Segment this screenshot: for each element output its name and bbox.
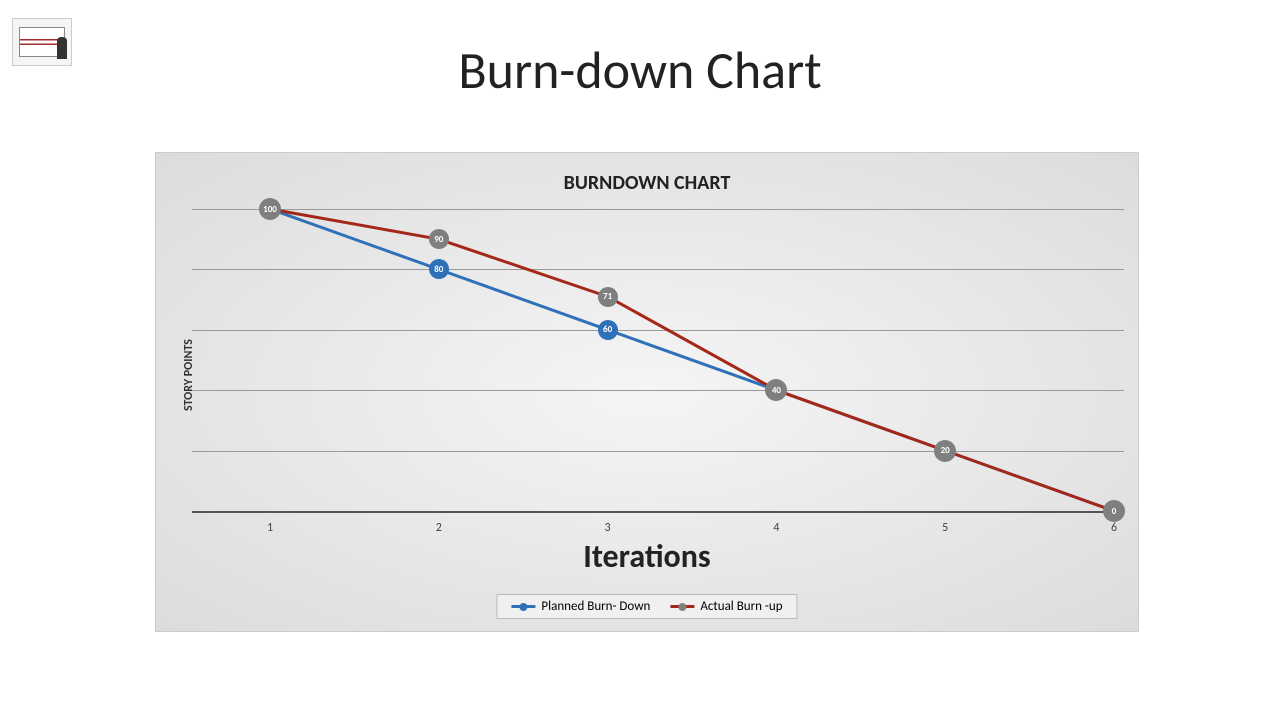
legend-item: Actual Burn -up [670,599,782,614]
burndown-chart: BURNDOWN CHART STORY POINTS 123456806090… [155,152,1139,632]
chart-marker-shared: 40 [765,379,787,401]
legend-marker-icon [519,603,527,611]
chart-marker-shared: 20 [934,440,956,462]
chart-xtick: 6 [1111,521,1117,535]
legend-item: Planned Burn- Down [511,599,650,614]
legend-line-icon [511,605,535,608]
chart-xlabel: Iterations [156,537,1138,576]
legend-label: Planned Burn- Down [541,599,650,614]
chart-legend: Planned Burn- Down Actual Burn -up [496,594,797,619]
chart-xtick: 5 [942,521,948,535]
chart-marker-planned: 80 [429,259,449,279]
chart-marker-shared: 0 [1103,500,1125,522]
chart-inner-title: BURNDOWN CHART [156,171,1138,195]
chart-marker-actual: 90 [429,229,449,249]
chart-marker-actual: 71 [598,287,618,307]
chart-marker-shared: 100 [259,198,281,220]
page-title: Burn-down Chart [0,38,1280,102]
legend-marker-icon [678,603,686,611]
chart-xtick: 3 [605,521,611,535]
chart-xtick: 1 [267,521,273,535]
legend-label: Actual Burn -up [700,599,782,614]
chart-xtick: 4 [773,521,779,535]
legend-line-icon [670,605,694,608]
chart-xtick: 2 [436,521,442,535]
chart-gridline [192,511,1124,513]
chart-marker-planned: 60 [598,320,618,340]
chart-plot-area: 1234568060907110040200 [192,209,1124,511]
chart-lines-layer [192,209,1124,511]
